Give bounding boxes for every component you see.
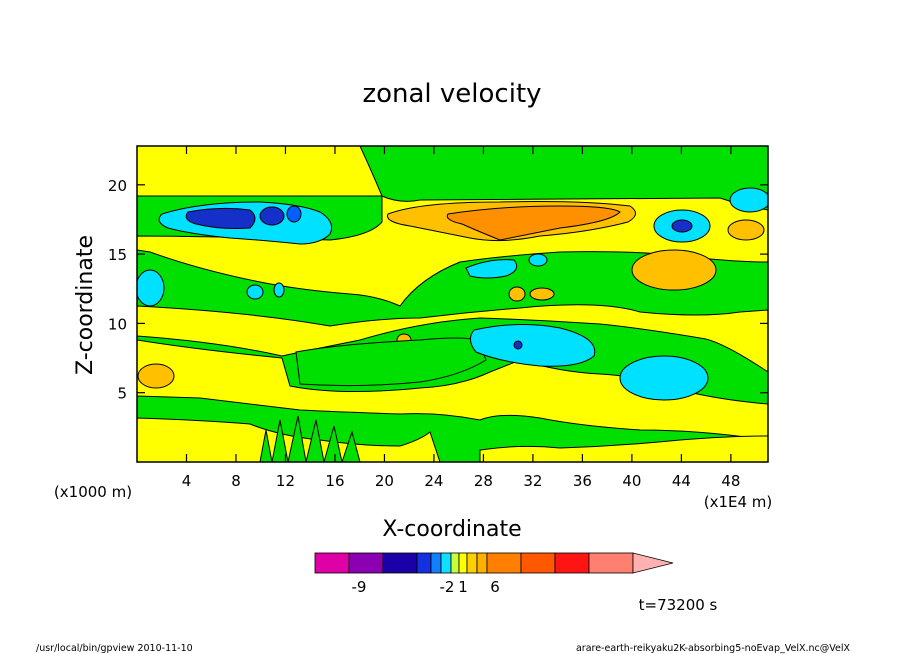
colorbar-segment bbox=[476, 552, 488, 574]
colorbar-segment bbox=[314, 552, 350, 574]
time-label: t=73200 s bbox=[639, 596, 718, 614]
x-tick-label: 28 bbox=[474, 472, 493, 490]
x-tick-label: 32 bbox=[523, 472, 542, 490]
colorbar-segment bbox=[416, 552, 432, 574]
colorbar-segment bbox=[382, 552, 418, 574]
colorbar-tick-label: 1 bbox=[458, 578, 468, 596]
plot-frame bbox=[136, 145, 769, 463]
x-unit-label: (x1E4 m) bbox=[704, 493, 773, 511]
y-tick-label: 20 bbox=[108, 177, 127, 195]
x-tick-label: 12 bbox=[276, 472, 295, 490]
region-near-zero-bottom-lobes bbox=[259, 415, 361, 462]
colorbar bbox=[314, 552, 674, 574]
x-ticks: 4 8 12 16 20 24 28 32 36 40 44 48 bbox=[182, 146, 740, 490]
region-negative-right-lower bbox=[619, 355, 709, 401]
region-negative-small-a bbox=[246, 284, 264, 300]
y-ticks: 5 10 15 20 bbox=[108, 177, 768, 403]
region-negative-upper-cell-b bbox=[259, 206, 285, 226]
region-positive-upper-left bbox=[137, 146, 383, 197]
region-negative-upper-cell-c bbox=[286, 205, 302, 223]
region-positive-small-cell-a bbox=[508, 286, 526, 302]
colorbar-segment bbox=[588, 552, 634, 574]
y-tick-label: 10 bbox=[108, 315, 127, 333]
x-axis-label: X-coordinate bbox=[382, 517, 521, 542]
y-tick-label: 5 bbox=[117, 385, 127, 403]
footer-command: /usr/local/bin/gpview 2010-11-10 bbox=[36, 643, 193, 654]
colorbar-tick-labels: -9 -2 1 6 bbox=[352, 578, 500, 596]
colorbar-segment bbox=[466, 552, 478, 574]
region-positive-small-cell-b bbox=[529, 287, 555, 301]
region-positive-bottom-right bbox=[479, 435, 768, 462]
region-negative-tiny bbox=[513, 340, 523, 350]
region-near-zero-mid bbox=[295, 337, 487, 387]
region-negative-upper-left-core bbox=[185, 207, 256, 229]
colorbar-segment bbox=[450, 552, 460, 574]
colorbar-segment bbox=[458, 552, 468, 574]
colorbar-segment bbox=[554, 552, 590, 574]
y-axis-label: Z-coordinate bbox=[73, 235, 98, 375]
x-tick-label: 36 bbox=[573, 472, 592, 490]
region-positive-mid-band bbox=[137, 304, 768, 373]
chart-title: zonal velocity bbox=[362, 79, 541, 109]
x-tick-label: 48 bbox=[721, 472, 740, 490]
y-unit-label: (x1000 m) bbox=[54, 483, 132, 501]
colorbar-segment bbox=[520, 552, 556, 574]
region-negative-small-b bbox=[273, 282, 285, 298]
region-negative-right-upper-core bbox=[671, 219, 693, 233]
colorbar-segment bbox=[440, 552, 452, 574]
colorbar-arrow bbox=[632, 552, 674, 574]
colorbar-segment bbox=[348, 552, 384, 574]
region-negative-right-edge bbox=[729, 187, 768, 213]
colorbar-tick-label: -2 bbox=[440, 578, 455, 596]
region-positive-right-cell bbox=[631, 249, 717, 291]
colorbar-tick-label: 6 bbox=[490, 578, 500, 596]
contour-field bbox=[137, 146, 768, 462]
x-tick-label: 44 bbox=[672, 472, 691, 490]
x-tick-label: 16 bbox=[325, 472, 344, 490]
region-positive-jet-inner bbox=[446, 205, 621, 241]
region-negative-left-edge bbox=[137, 269, 165, 307]
x-tick-label: 20 bbox=[375, 472, 394, 490]
x-tick-label: 4 bbox=[182, 472, 192, 490]
region-negative-right-mid bbox=[470, 323, 596, 367]
colorbar-segment bbox=[430, 552, 442, 574]
x-tick-label: 40 bbox=[622, 472, 641, 490]
y-tick-label: 15 bbox=[108, 246, 127, 264]
x-tick-label: 8 bbox=[231, 472, 241, 490]
x-tick-label: 24 bbox=[424, 472, 443, 490]
region-positive-left-cell bbox=[137, 363, 175, 389]
region-negative-mid-cell-b bbox=[528, 253, 548, 267]
colorbar-segment bbox=[486, 552, 522, 574]
footer-source: arare-earth-reikyaku2K-absorbing5-noEvap… bbox=[576, 643, 851, 654]
colorbar-tick-label: -9 bbox=[352, 578, 367, 596]
region-positive-right-upper bbox=[727, 219, 765, 241]
region-negative-mid-cells bbox=[465, 259, 518, 279]
